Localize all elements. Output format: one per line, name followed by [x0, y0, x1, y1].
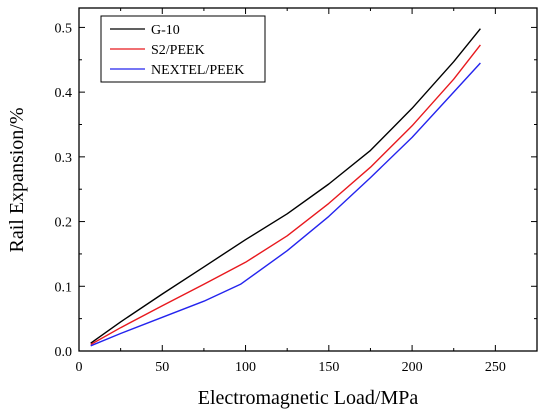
y-tick-label: 0.1: [55, 280, 73, 295]
x-axis-ticks: 0 50 100 150 200 250: [76, 8, 506, 375]
plot-area-frame: [78, 7, 538, 352]
x-axis-label: Electromagnetic Load/MPa: [198, 387, 419, 409]
x-tick-label: 200: [402, 360, 423, 375]
legend-label-s2-peek: S2/PEEK: [151, 43, 205, 58]
y-axis-label: Rail Expansion/%: [6, 108, 28, 253]
x-tick-label: 0: [76, 360, 83, 375]
series-line-s2-peek: [90, 44, 481, 346]
legend-label-g10: G-10: [151, 23, 180, 38]
series-line-nextel-peek: [90, 62, 481, 347]
legend-label-nextel-peek: NEXTEL/PEEK: [151, 63, 244, 78]
y-tick-label: 0.4: [55, 86, 73, 101]
x-tick-label: 100: [235, 360, 256, 375]
series-line-g-10: [90, 28, 481, 344]
x-tick-label: 250: [485, 360, 506, 375]
x-tick-label: 50: [155, 360, 169, 375]
y-tick-label: 0.3: [55, 151, 73, 166]
y-axis-ticks: 0.0 0.1 0.2 0.3 0.4 0.5: [55, 21, 537, 360]
legend: G-10 S2/PEEK NEXTEL/PEEK: [100, 15, 266, 83]
series-layer: [90, 28, 481, 347]
x-tick-label: 150: [318, 360, 339, 375]
y-tick-label: 0.5: [55, 21, 73, 36]
legend-box: [100, 15, 266, 83]
y-tick-label: 0.2: [55, 216, 73, 231]
y-tick-label: 0.0: [55, 345, 73, 360]
